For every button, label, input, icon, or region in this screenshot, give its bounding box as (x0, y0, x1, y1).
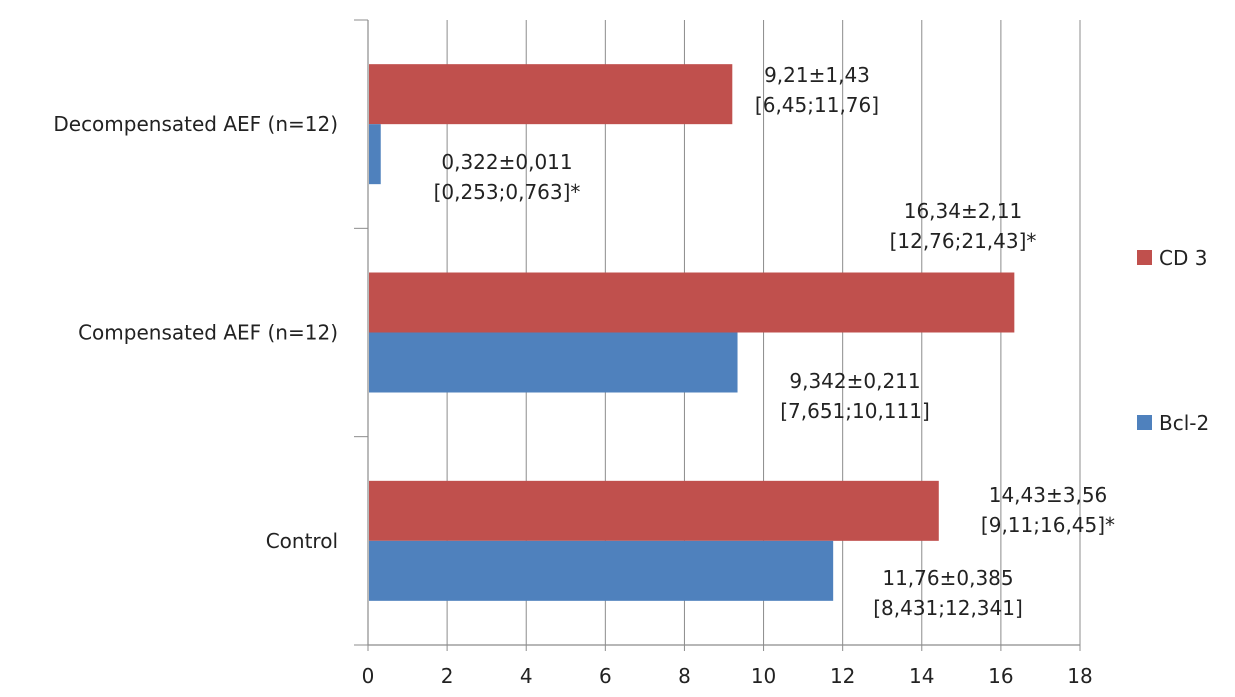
x-tick-label: 18 (1067, 664, 1092, 688)
data-label: 9,21±1,43 (764, 63, 870, 87)
data-label: [8,431;12,341] (873, 596, 1023, 620)
legend-label: Bcl-2 (1159, 411, 1209, 435)
x-tick-label: 16 (988, 664, 1013, 688)
x-tick-label: 14 (909, 664, 934, 688)
data-label: [7,651;10,111] (780, 399, 930, 423)
legend-swatch (1137, 250, 1152, 265)
bar-bcl-2 (369, 332, 738, 393)
x-tick-label: 12 (830, 664, 855, 688)
category-label: Control (266, 529, 338, 553)
category-labels: Control Compensated AEF (n=12) Decompensat… (53, 112, 338, 553)
legend-swatch (1137, 415, 1152, 430)
data-label: 16,34±2,11 (904, 199, 1023, 223)
data-label: 9,342±0,211 (789, 369, 920, 393)
x-tick-label: 6 (599, 664, 612, 688)
bar-cd-3 (369, 64, 733, 125)
bars (369, 64, 1015, 601)
axes (354, 19, 1081, 651)
bar-bcl-2 (369, 540, 834, 601)
data-label: [6,45;11,76] (755, 93, 879, 117)
legend-label: CD 3 (1159, 246, 1207, 270)
x-tick-label: 10 (751, 664, 776, 688)
data-label: [9,11;16,45]* (981, 513, 1115, 537)
data-label: [12,76;21,43]* (890, 229, 1037, 253)
x-tick-label: 8 (678, 664, 691, 688)
bar-cd-3 (369, 272, 1015, 333)
data-label: [0,253;0,763]* (434, 180, 581, 204)
data-label: 11,76±0,385 (882, 566, 1013, 590)
category-label: Compensated AEF (n=12) (78, 321, 338, 345)
x-tick-label: 2 (441, 664, 454, 688)
bar-cd-3 (369, 480, 939, 541)
data-label: 14,43±3,56 (989, 483, 1108, 507)
bar-bcl-2 (369, 124, 381, 185)
data-label: 0,322±0,011 (441, 150, 572, 174)
x-tick-label: 4 (520, 664, 533, 688)
legend: CD 3 Bcl-2 (1137, 246, 1209, 435)
x-tick-labels: 0 2 4 6 8 10 12 14 16 18 (362, 664, 1093, 688)
category-label: Decompensated AEF (n=12) (53, 112, 338, 136)
data-labels: 14,43±3,56 [9,11;16,45]* 11,76±0,385 [8,431… (434, 63, 1116, 620)
x-tick-label: 0 (362, 664, 375, 688)
